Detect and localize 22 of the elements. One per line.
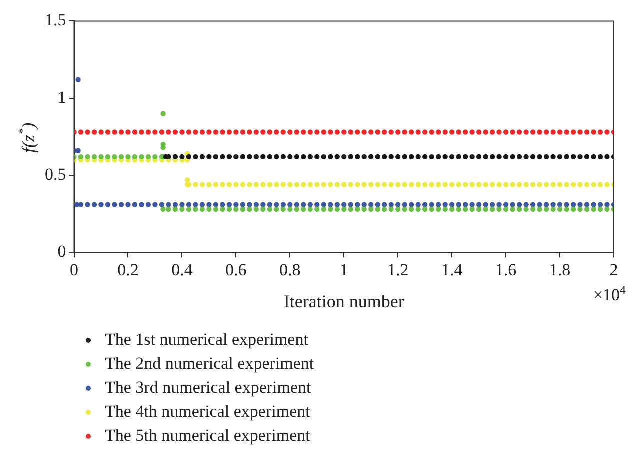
y-tick-label: 1	[58, 88, 66, 107]
x-tick-label: 0	[70, 260, 78, 280]
x-tick-label: 1.6	[495, 260, 517, 280]
x-tick-label: 1.2	[387, 260, 409, 280]
y-tick-label: 0.5	[45, 164, 66, 184]
x-tick-label: 1	[340, 260, 348, 280]
legend-label: The 4th numerical experiment	[105, 402, 310, 422]
x-tick-label: 0.8	[280, 260, 301, 280]
x-tick-label: 0.6	[226, 260, 247, 280]
legend-label: The 2nd numerical experiment	[105, 354, 314, 374]
x-tick-label: 1.8	[549, 260, 571, 280]
y-axis-title: f(z*)	[16, 122, 38, 154]
x-tick-label: 0.4	[172, 260, 194, 280]
x-axis-title: Iteration number	[284, 292, 404, 312]
legend-label: The 1st numerical experiment	[105, 330, 308, 350]
legend-label: The 5th numerical experiment	[105, 426, 310, 446]
legend-label: The 3rd numerical experiment	[105, 378, 312, 398]
x-tick-label: 2	[610, 260, 618, 280]
y-tick-label: 1.5	[45, 10, 66, 30]
x-tick-label: 1.4	[441, 260, 464, 280]
x-tick-label: 0.2	[118, 260, 139, 280]
y-tick-label: 0	[58, 242, 66, 262]
